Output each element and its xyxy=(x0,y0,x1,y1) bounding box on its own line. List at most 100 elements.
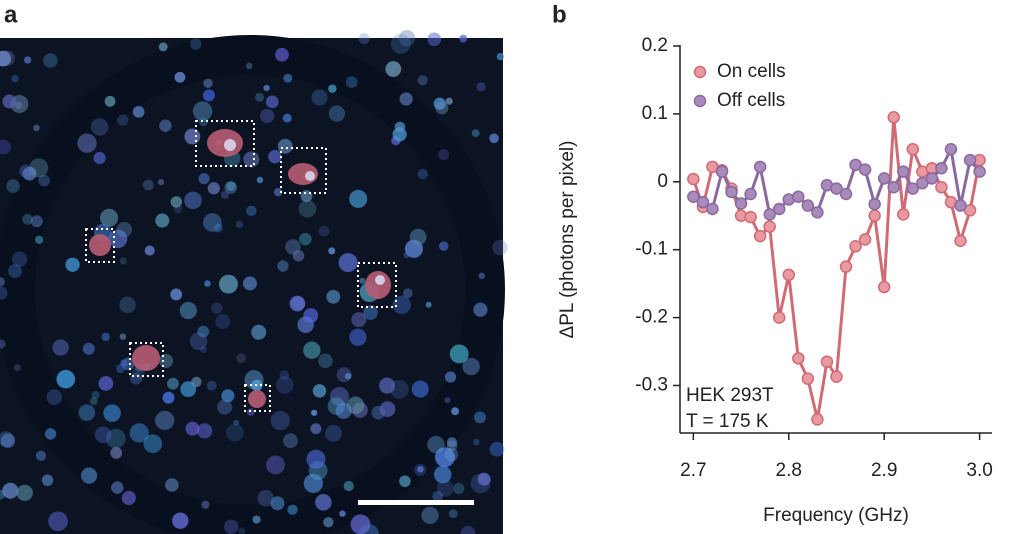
data-point xyxy=(792,352,805,365)
cell-blob xyxy=(435,101,449,115)
cell-blob xyxy=(283,73,293,83)
cell-blob xyxy=(448,509,458,519)
cell-blob xyxy=(338,253,358,273)
cell-blob xyxy=(207,182,220,195)
cell-blob xyxy=(425,301,432,308)
cell-blob xyxy=(104,95,116,107)
x-tick-label: 2.8 xyxy=(776,460,802,481)
cell-blob xyxy=(44,428,57,440)
cell-blob xyxy=(233,419,240,426)
cell-blob xyxy=(433,465,452,484)
data-point xyxy=(858,233,872,246)
well-ring xyxy=(0,35,505,534)
data-point xyxy=(811,413,824,426)
cell-blob xyxy=(402,288,413,299)
cell-blob xyxy=(0,339,6,349)
cell-blob xyxy=(310,423,322,435)
cell-blob xyxy=(200,346,207,353)
cell-blob xyxy=(224,519,239,534)
cell-blob xyxy=(121,490,136,506)
cell-blob xyxy=(436,479,454,497)
cell-blob xyxy=(52,339,69,356)
cell-blob xyxy=(478,272,486,280)
cell-blob xyxy=(111,481,124,494)
legend-label: On cells xyxy=(717,61,786,82)
cell-blob xyxy=(257,490,274,507)
cell-blob xyxy=(56,369,76,389)
cell-blob xyxy=(489,133,499,144)
cell-blob xyxy=(270,496,285,511)
cell-blob xyxy=(449,344,469,364)
cell-blob xyxy=(339,510,346,517)
cell-blob xyxy=(315,494,332,511)
cell-blob xyxy=(390,33,411,54)
cell-blob xyxy=(349,189,368,208)
y-tick-label: -0.3 xyxy=(635,374,668,395)
cell-blob xyxy=(110,447,123,459)
cell-blob xyxy=(379,401,396,417)
cell-blob xyxy=(417,75,428,86)
cell-blob xyxy=(389,379,409,399)
cell-blob xyxy=(226,423,244,442)
cell-blob xyxy=(392,295,411,315)
data-point xyxy=(839,187,853,201)
cell-blob xyxy=(19,164,33,178)
cell-blob xyxy=(35,450,47,461)
cell-blob xyxy=(399,92,413,106)
y-tick-label: 0 xyxy=(657,171,668,192)
cell-blob xyxy=(116,221,133,238)
cell-blob xyxy=(345,76,358,88)
data-point xyxy=(906,182,920,195)
data-point xyxy=(792,190,805,203)
cell-blob xyxy=(90,118,109,136)
cell-blob xyxy=(328,84,337,93)
cell-blob xyxy=(217,399,233,415)
cell-blob xyxy=(41,474,54,487)
cell-blob xyxy=(421,506,439,524)
cell-blob xyxy=(190,38,202,50)
cell-blob xyxy=(158,353,174,368)
cell-blob xyxy=(235,220,244,229)
cell-blob xyxy=(2,482,19,499)
cell-blob xyxy=(282,113,292,123)
cell-blob xyxy=(0,139,11,155)
cell-blob xyxy=(121,357,135,371)
cell-blob xyxy=(202,89,215,102)
cell-blob xyxy=(38,174,51,187)
cell-blob xyxy=(29,158,49,178)
cell-blob xyxy=(328,105,346,122)
cell-blob xyxy=(192,101,213,121)
cell-blob xyxy=(98,376,114,391)
cell-blob xyxy=(243,151,260,168)
panel-label: b xyxy=(552,1,567,28)
cell-blob xyxy=(409,228,427,246)
data-point xyxy=(897,208,910,221)
cell-blob xyxy=(2,94,17,109)
cell-blob xyxy=(438,241,449,251)
cell-blob xyxy=(379,377,396,394)
cell-blob xyxy=(108,229,128,249)
cell-blob xyxy=(427,32,442,47)
cell-blob xyxy=(224,181,238,194)
data-point xyxy=(811,206,824,219)
cell-blob xyxy=(325,425,342,442)
cell-blob xyxy=(476,82,486,92)
cell-blob xyxy=(162,391,175,404)
cell-blob xyxy=(220,190,230,199)
cell-blob xyxy=(299,232,312,246)
cell-blob xyxy=(344,372,352,380)
cell-blob xyxy=(251,324,267,340)
data-point xyxy=(830,182,843,195)
data-point xyxy=(906,142,920,156)
cell-blob xyxy=(417,168,428,180)
cell-blob xyxy=(91,390,100,400)
cell-blob xyxy=(0,277,5,287)
cell-blob xyxy=(35,235,44,244)
cell-blob xyxy=(30,215,43,228)
cell-blob xyxy=(474,411,486,424)
data-point xyxy=(839,260,853,273)
cell-blob xyxy=(221,389,235,403)
cell-blob xyxy=(328,247,336,255)
data-point xyxy=(763,220,776,233)
cell-blob xyxy=(196,423,213,439)
